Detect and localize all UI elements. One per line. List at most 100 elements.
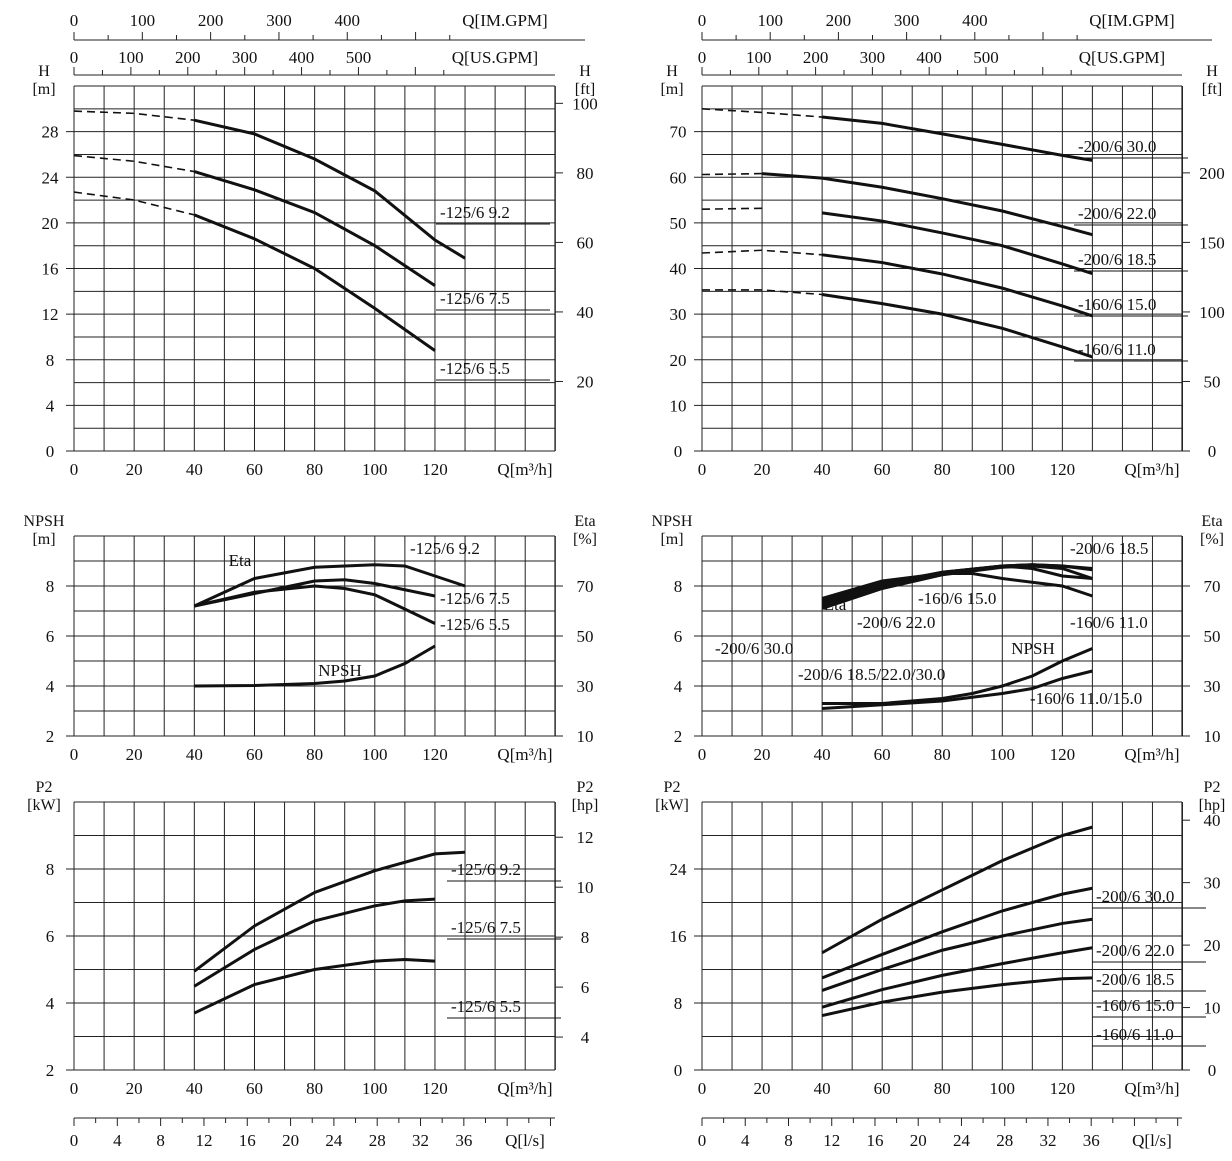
curve	[194, 644, 436, 688]
curve-dashed	[701, 207, 763, 210]
x-tick-label: 0	[698, 1079, 707, 1098]
y-axis-label: P2	[664, 779, 681, 796]
right-axis-unit: [ft]	[575, 81, 595, 98]
right-tick-label: 100	[572, 94, 598, 113]
series-label: -125/6 7.5	[451, 918, 521, 937]
right-tick-label: 40	[577, 303, 594, 322]
y-tick-label: 16	[42, 260, 59, 279]
top-tick-label-us: 200	[175, 48, 201, 67]
curve	[821, 564, 1093, 605]
y-axis-unit: [m]	[32, 531, 55, 548]
series-label: -160/6 11.0/15.0	[1030, 689, 1142, 708]
series-label: -125/6 5.5	[440, 359, 510, 378]
right-axis-label: P2	[1204, 779, 1221, 796]
top-tick-label-im: 400	[335, 11, 361, 30]
series-label: -160/6 11.0	[1096, 1025, 1174, 1044]
bottom-tick-label-ls: 32	[412, 1131, 429, 1150]
right-tick-label: 8	[581, 928, 590, 947]
y-axis-label: NPSH	[24, 513, 65, 530]
y-axis-label: NPSH	[652, 513, 693, 530]
x-tick-label: 0	[70, 745, 79, 764]
bottom-tick-label-ls: 36	[455, 1131, 472, 1150]
curve-dashed	[73, 191, 195, 216]
x-tick-label: 120	[1050, 1079, 1076, 1098]
y-tick-label: 30	[670, 305, 687, 324]
series-label: -200/6 30.0	[1078, 137, 1156, 156]
bottom-tick-label-ls: 20	[282, 1131, 299, 1150]
y-tick-label: 24	[670, 860, 688, 879]
series-label: -200/6 22.0	[1096, 941, 1174, 960]
x-tick-label: 120	[1050, 745, 1076, 764]
curve	[821, 917, 1093, 992]
top-tick-label-us: 0	[698, 48, 707, 67]
y-tick-label: 6	[674, 627, 683, 646]
x-tick-label: 100	[990, 460, 1016, 479]
x-tick-label: 0	[70, 1079, 79, 1098]
x-tick-label: 20	[754, 745, 771, 764]
y-axis-unit: [m]	[32, 81, 55, 98]
series-label: -200/6 22.0	[857, 613, 935, 632]
curve-solid	[821, 253, 1093, 318]
y-axis-unit: [kW]	[655, 797, 689, 814]
x-tick-label: 40	[814, 1079, 831, 1098]
bottom-tick-label-ls: 12	[195, 1131, 212, 1150]
curve-solid	[821, 293, 1093, 359]
curve	[193, 584, 436, 625]
bottom-tick-label-ls: 16	[866, 1131, 883, 1150]
npsh-annotation: NPSH	[1011, 639, 1054, 658]
top-axis-label-us: Q[US.GPM]	[452, 48, 538, 67]
y-tick-label: 60	[670, 168, 687, 187]
x-tick-label: 80	[934, 460, 951, 479]
y-tick-label: 4	[46, 396, 55, 415]
y-tick-label: 24	[42, 168, 60, 187]
curve-solid	[761, 172, 1093, 237]
top-tick-label-us: 500	[973, 48, 999, 67]
top-tick-label-us: 100	[746, 48, 772, 67]
y-tick-label: 10	[670, 396, 687, 415]
y-tick-label: 2	[674, 727, 683, 746]
y-tick-label: 0	[674, 1061, 683, 1080]
npsh-annotation: NPSH	[318, 661, 361, 680]
y-tick-label: 6	[46, 627, 55, 646]
right-axis-unit: [hp]	[1199, 797, 1226, 814]
y-tick-label: 28	[42, 123, 59, 142]
y-axis-label: H	[666, 63, 678, 80]
x-axis-label: Q[m³/h]	[497, 745, 552, 764]
bottom-tick-label-ls: 8	[156, 1131, 165, 1150]
top-tick-label-im: 300	[266, 11, 292, 30]
right-tick-label: 10	[577, 727, 594, 746]
y-tick-label: 8	[674, 577, 683, 596]
top-tick-label-im: 200	[198, 11, 224, 30]
top-tick-label-us: 300	[232, 48, 258, 67]
x-tick-label: 40	[186, 1079, 203, 1098]
series-label: -125/6 9.2	[440, 203, 510, 222]
x-tick-label: 60	[246, 460, 263, 479]
right-tick-label: 80	[577, 164, 594, 183]
y-tick-label: 4	[46, 994, 55, 1013]
right-tick-label: 20	[577, 372, 594, 391]
bottom-tick-label-ls: 20	[910, 1131, 927, 1150]
bottom-tick-label-ls: 36	[1083, 1131, 1100, 1150]
curve-dashed	[701, 249, 823, 256]
right-tick-label: 6	[581, 978, 590, 997]
x-tick-label: 40	[186, 745, 203, 764]
bottom-tick-label-ls: 4	[741, 1131, 750, 1150]
x-tick-label: 60	[874, 745, 891, 764]
y-tick-label: 70	[670, 123, 687, 142]
top-axis-label-im: Q[IM.GPM]	[1089, 11, 1174, 30]
right-tick-label: 200	[1199, 164, 1225, 183]
x-tick-label: 100	[362, 460, 388, 479]
top-tick-label-im: 100	[757, 11, 783, 30]
right-axis-label: Eta	[1201, 513, 1222, 530]
x-tick-label: 80	[306, 460, 323, 479]
bottom-tick-label-ls: 32	[1039, 1131, 1056, 1150]
top-tick-label-im: 400	[962, 11, 988, 30]
x-tick-label: 0	[698, 745, 707, 764]
series-label: -200/6 18.5	[1096, 970, 1174, 989]
x-tick-label: 60	[874, 460, 891, 479]
curve-dashed	[73, 110, 195, 122]
series-label: -160/6 11.0	[1070, 613, 1148, 632]
